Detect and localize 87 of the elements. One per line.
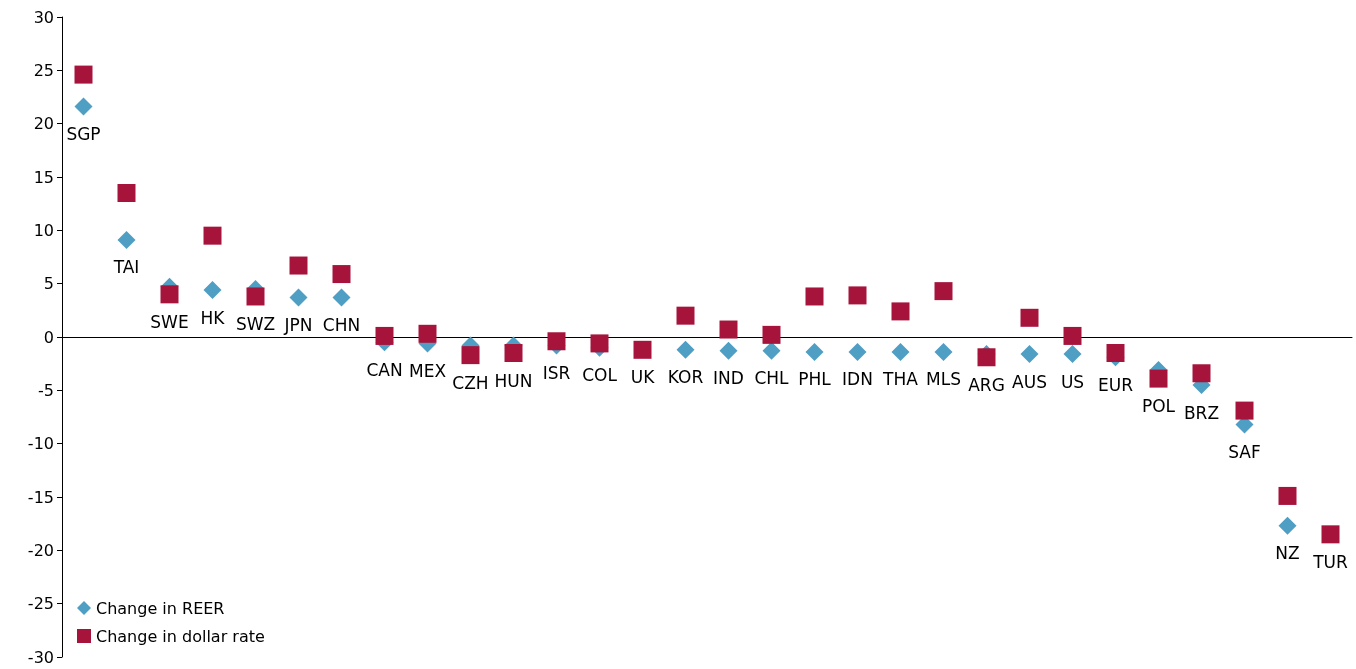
point <box>848 286 867 305</box>
y-tick-label: 20 <box>33 114 54 134</box>
point <box>1278 486 1297 505</box>
point <box>762 341 781 360</box>
x-tick-label: CHL <box>754 368 790 389</box>
point <box>1149 369 1168 388</box>
x-tick-label: SWE <box>150 311 189 332</box>
point <box>1063 345 1082 364</box>
x-tick-label: POL <box>1141 396 1176 417</box>
x-tick-label: IND <box>713 368 744 389</box>
x-tick-label: US <box>1060 371 1085 392</box>
point <box>848 342 867 361</box>
point <box>117 184 136 202</box>
x-tick-label: SGP <box>66 124 101 145</box>
x-tick-label: THA <box>882 369 919 390</box>
point <box>891 342 910 361</box>
point <box>332 288 351 307</box>
point <box>74 65 93 84</box>
point <box>1321 525 1340 544</box>
point <box>719 320 738 339</box>
point <box>289 288 308 307</box>
point <box>418 324 437 343</box>
x-tick-label: SAF <box>1228 441 1261 462</box>
x-tick-label: HUN <box>494 370 533 391</box>
point <box>934 342 953 361</box>
y-tick-label: -10 <box>27 434 54 454</box>
point <box>719 341 738 360</box>
point <box>332 265 351 284</box>
x-tick-label: TAI <box>112 257 140 278</box>
y-tick-label: 30 <box>33 7 54 27</box>
point <box>676 306 695 325</box>
x-tick-label: MLS <box>926 369 961 390</box>
y-tick-label: -20 <box>27 540 54 560</box>
point <box>676 340 695 359</box>
point <box>160 285 179 304</box>
y-tick-label: -30 <box>27 647 54 667</box>
x-tick-label: HK <box>200 307 226 328</box>
point <box>1235 401 1254 420</box>
x-tick-label: ARG <box>968 374 1005 395</box>
point <box>375 326 394 345</box>
point <box>762 325 781 344</box>
point <box>504 344 523 362</box>
y-tick-label: 10 <box>33 220 54 240</box>
y-tick-label: 0 <box>43 327 54 347</box>
point <box>1106 344 1125 362</box>
legend-label: Change in dollar rate <box>96 626 265 646</box>
point <box>246 287 265 306</box>
point <box>74 97 93 116</box>
point <box>1278 516 1297 535</box>
point <box>117 230 136 249</box>
x-tick-label: UK <box>630 367 656 388</box>
x-tick-label: PHL <box>798 369 832 390</box>
point <box>1020 345 1039 364</box>
point <box>805 342 824 361</box>
point <box>203 226 222 245</box>
point <box>203 281 222 300</box>
x-tick-label: CHN <box>322 315 361 336</box>
x-tick-label: MEX <box>408 360 447 381</box>
x-tick-label: KOR <box>667 367 704 388</box>
legend-label: Change in REER <box>96 598 225 618</box>
y-tick-label: -25 <box>27 594 54 614</box>
y-tick-label: 15 <box>33 167 54 187</box>
x-tick-label: BRZ <box>1183 402 1220 423</box>
point <box>1020 308 1039 327</box>
y-tick-label: -5 <box>38 380 54 400</box>
x-tick-label: CZH <box>452 372 489 393</box>
x-tick-label: AUS <box>1012 371 1047 392</box>
x-tick-label: EUR <box>1098 374 1134 395</box>
point <box>633 340 652 359</box>
x-tick-label: IDN <box>842 369 873 390</box>
x-tick-label: NZ <box>1275 543 1300 564</box>
x-tick-label: CAN <box>366 359 403 380</box>
point <box>1063 326 1082 345</box>
x-tick-label: JPN <box>283 315 313 336</box>
point <box>934 282 953 301</box>
y-tick-label: 25 <box>33 60 54 80</box>
point <box>805 287 824 306</box>
point <box>1192 364 1211 383</box>
point <box>461 346 480 365</box>
x-tick-label: COL <box>582 365 618 386</box>
point <box>289 256 308 275</box>
point <box>891 302 910 321</box>
x-tick-label: ISR <box>542 363 571 384</box>
y-tick-label: 5 <box>43 274 54 294</box>
y-tick-label: -15 <box>27 487 54 507</box>
x-tick-label: SWZ <box>235 313 276 334</box>
x-tick-label: TUR <box>1312 551 1349 572</box>
